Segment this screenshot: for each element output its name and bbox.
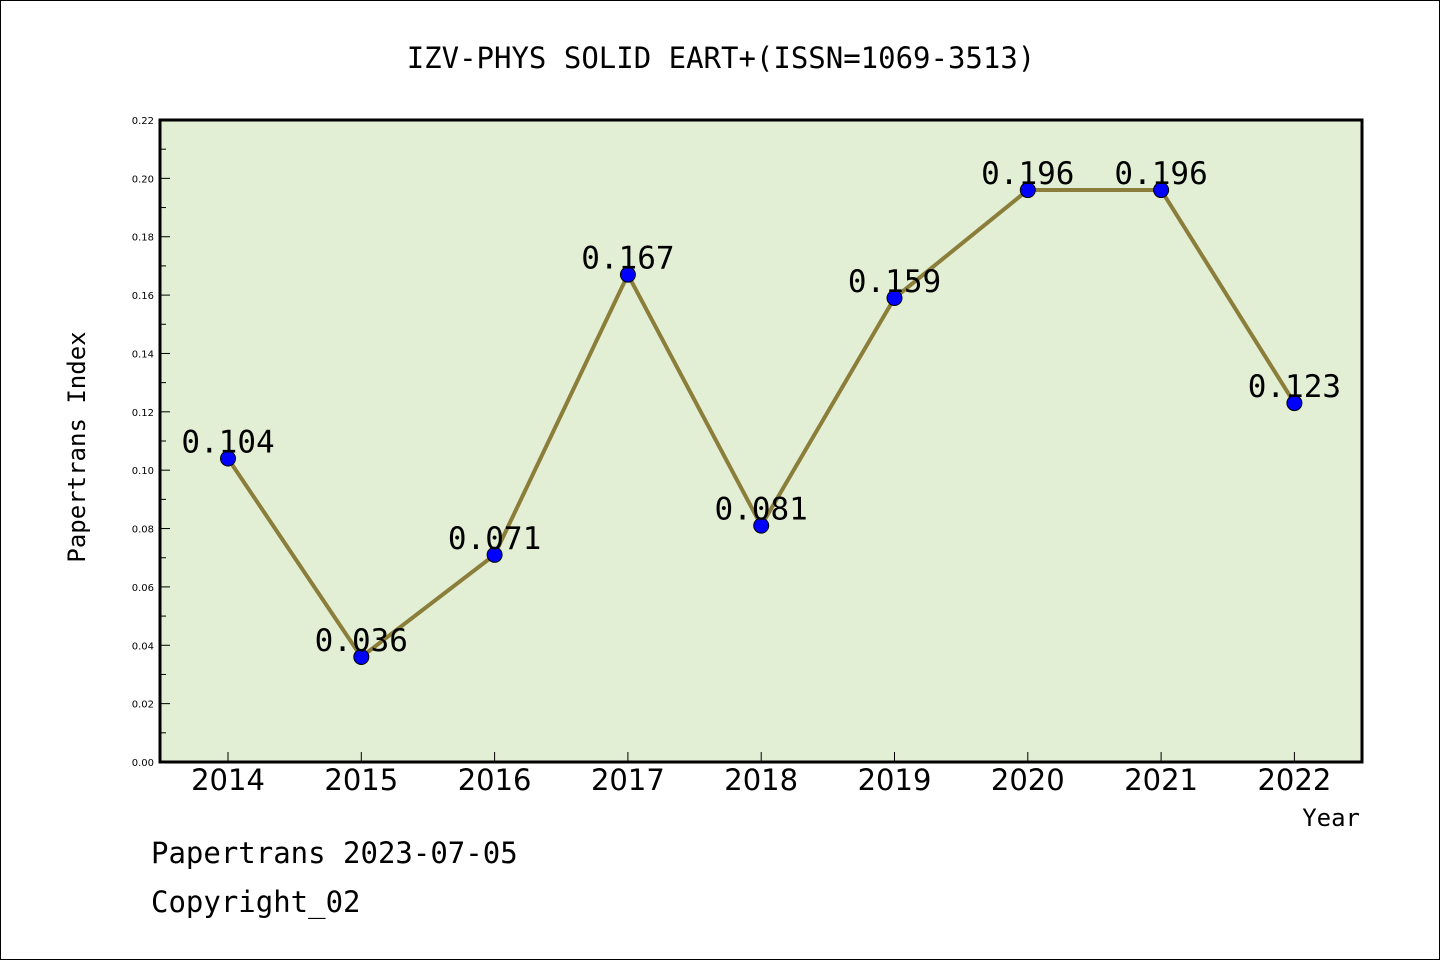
data-labels: 0.104 0.036 0.071 0.167 0.081 0.159 0.196 0.196… xyxy=(181,156,1341,659)
data-label: 0.167 xyxy=(581,241,674,277)
plot-area xyxy=(158,118,1364,764)
data-point xyxy=(1153,182,1170,199)
y-tick-label: 0.14 xyxy=(132,349,154,360)
x-axis-label: Year xyxy=(1302,804,1360,832)
data-label: 0.196 xyxy=(981,156,1074,192)
series-markers xyxy=(220,182,1303,665)
y-tick-label: 0.12 xyxy=(132,408,154,419)
x-tick-label: 2018 xyxy=(724,763,798,797)
x-tick-label: 2020 xyxy=(991,763,1065,797)
y-tick-label: 0.20 xyxy=(132,174,154,185)
data-point xyxy=(753,517,770,534)
x-tick-label: 2021 xyxy=(1124,763,1198,797)
x-tick-label: 2019 xyxy=(858,763,932,797)
data-point xyxy=(486,546,503,563)
y-tick-label: 0.06 xyxy=(132,583,154,594)
data-point xyxy=(353,648,370,665)
y-tick-label: 0.22 xyxy=(132,116,154,127)
y-tick-label: 0.10 xyxy=(132,466,154,477)
y-tick-label: 0.00 xyxy=(132,758,154,769)
y-axis-label: Papertrans Index xyxy=(63,331,91,562)
data-label: 0.081 xyxy=(715,492,808,528)
data-point xyxy=(1019,182,1036,199)
data-label: 0.104 xyxy=(181,425,274,461)
data-point xyxy=(886,290,903,307)
data-label: 0.159 xyxy=(848,264,941,300)
y-tick-label: 0.02 xyxy=(132,700,154,711)
footer-date: Papertrans 2023-07-05 xyxy=(151,836,518,870)
data-label: 0.036 xyxy=(315,623,408,659)
y-tick-label: 0.18 xyxy=(132,233,154,244)
data-point xyxy=(220,450,236,467)
data-label: 0.123 xyxy=(1248,369,1341,405)
x-tick-label: 2022 xyxy=(1257,763,1331,797)
data-point xyxy=(619,266,636,283)
chart-title: IZV-PHYS SOLID EART+(ISSN=1069-3513) xyxy=(407,41,1036,75)
x-tick-label: 2016 xyxy=(458,763,532,797)
data-label: 0.071 xyxy=(448,521,541,557)
y-tick-label: 0.08 xyxy=(132,525,154,536)
y-axis: 0.00 0.02 0.04 0.06 0.08 0.10 0.12 0.14 0.16 0.18… xyxy=(132,116,170,769)
x-tick-label: 2017 xyxy=(591,763,665,797)
y-tick-label: 0.04 xyxy=(132,641,154,652)
footer-copyright: Copyright_02 xyxy=(151,885,361,919)
x-axis: 2014 2015 2016 2017 2018 2019 2020 2021 2022 xyxy=(191,752,1331,797)
data-point xyxy=(1286,395,1303,412)
y-tick-label: 0.16 xyxy=(132,291,154,302)
x-tick-label: 2014 xyxy=(191,763,265,797)
x-tick-label: 2015 xyxy=(324,763,398,797)
data-label: 0.196 xyxy=(1114,156,1207,192)
